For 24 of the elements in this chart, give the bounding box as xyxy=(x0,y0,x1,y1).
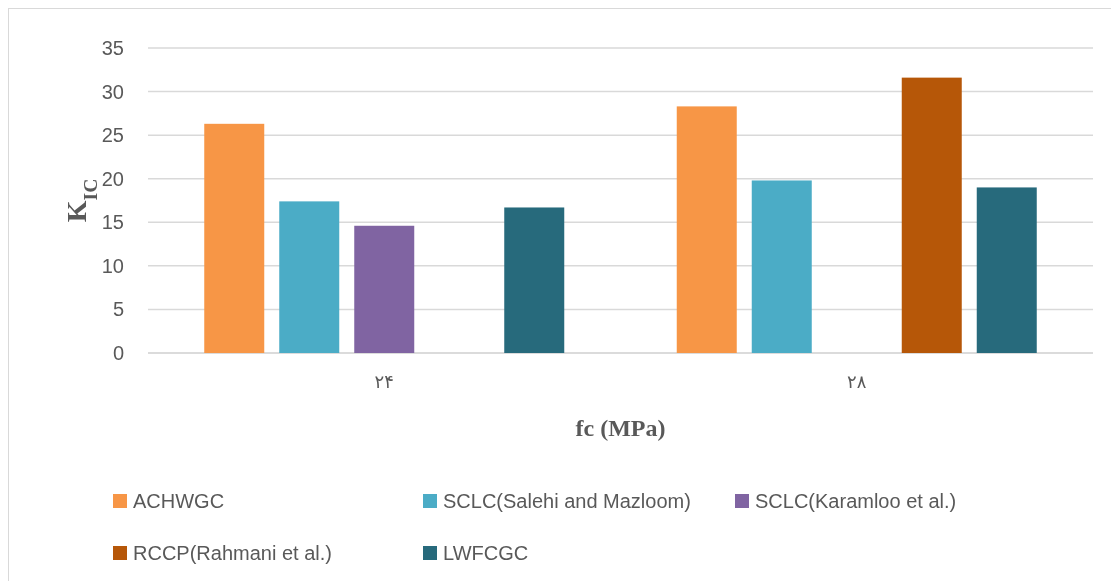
bar xyxy=(676,106,737,353)
bar xyxy=(279,201,340,353)
legend-label: RCCP(Rahmani et al.) xyxy=(133,542,332,564)
legend-label: LWFCGC xyxy=(443,542,529,564)
bar xyxy=(354,225,415,353)
y-tick-label: 0 xyxy=(112,342,124,364)
x-tick-label: ۲۴ xyxy=(374,372,394,392)
y-tick-label: 30 xyxy=(101,80,124,103)
x-axis-title: fc (MPa) xyxy=(575,415,666,441)
bar xyxy=(976,187,1037,353)
bar xyxy=(901,77,962,353)
x-tick-label: ۲۸ xyxy=(847,372,867,392)
y-tick-label: 25 xyxy=(101,124,124,147)
y-tick-label: 15 xyxy=(101,211,124,234)
bar xyxy=(204,123,265,353)
bar xyxy=(504,207,565,353)
bar xyxy=(751,180,812,353)
y-tick-label: 35 xyxy=(101,37,124,59)
legend-label: ACHWGC xyxy=(133,490,225,512)
legend-label: SCLC(Salehi and Mazloom) xyxy=(443,490,691,512)
y-tick-label: 10 xyxy=(101,254,124,277)
legend-label: SCLC(Karamloo et al.) xyxy=(755,490,957,512)
y-tick-label: 20 xyxy=(101,167,124,190)
y-tick-label: 5 xyxy=(112,298,124,321)
